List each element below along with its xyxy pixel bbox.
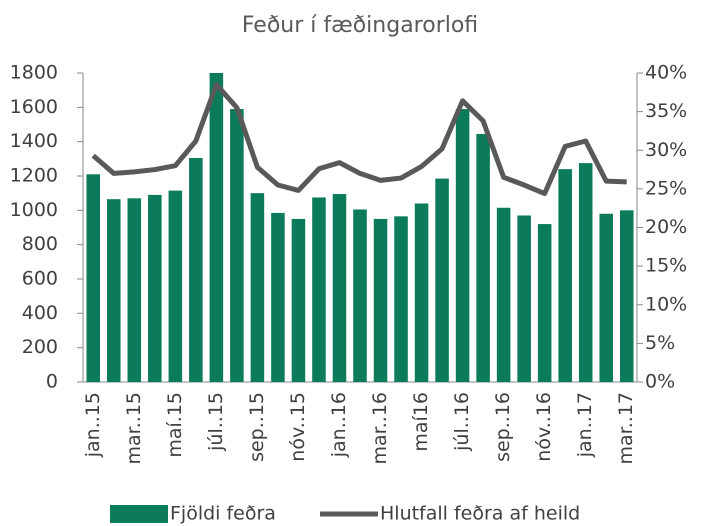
bar [148,194,162,382]
x-tick-label: nóv..16 [533,392,555,462]
bar [476,133,490,382]
bar [578,163,593,382]
bar [537,224,552,382]
bar [373,218,388,382]
y2-tick-label: 15% [645,255,687,277]
y-tick-label: 1600 [10,96,58,118]
legend-swatch [110,505,168,523]
bar [271,212,285,382]
bar [86,174,101,382]
bar [353,209,367,382]
bar [189,157,203,382]
bar [230,109,244,383]
bar [599,213,613,382]
bar [496,207,511,382]
bar [558,169,572,382]
bar [168,190,183,382]
y-tick-label: 0 [46,371,58,393]
x-tick-label: jan..17 [574,392,596,458]
y-tick-label: 1400 [10,130,58,152]
y-tick-label: 800 [22,233,58,255]
x-tick-label: mar..16 [369,392,391,464]
y2-tick-label: 25% [645,177,687,199]
x-tick-label: júl..15 [205,392,227,452]
y2-tick-label: 20% [645,216,687,238]
y-tick-label: 1000 [10,199,58,221]
x-tick-label: mar..17 [615,392,637,464]
x-tick-label: maí.15 [164,392,186,458]
y2-tick-label: 5% [645,332,675,354]
y2-tick-label: 40% [645,62,687,84]
bar [107,199,121,382]
y2-tick-label: 0% [645,371,675,393]
x-tick-label: maí16 [410,392,432,452]
x-tick-label: mar..15 [123,392,145,464]
legend-label: Hlutfall feðra af heild [380,503,580,525]
bar [209,73,224,382]
y-tick-label: 600 [22,268,58,290]
x-tick-label: júl..16 [451,392,473,452]
line [91,82,627,197]
x-tick-label: sep..16 [492,392,514,462]
bar [312,197,326,382]
y-tick-label: 1800 [10,62,58,84]
bar [332,194,347,382]
bar [455,109,470,383]
y-tick-label: 200 [22,336,58,358]
bar [127,198,142,382]
x-tick-label: sep..15 [246,392,268,462]
bar [435,178,449,382]
bar [414,203,429,382]
legend-label: Fjöldi feðra [170,503,276,525]
bar [291,218,306,382]
y2-tick-label: 30% [645,139,687,161]
bar [250,193,265,382]
y-tick-label: 400 [22,302,58,324]
bar [394,216,408,382]
chart-title: Feður í fæðingarorlofi [242,13,478,38]
x-tick-label: nóv..15 [287,392,309,462]
x-tick-label: jan..16 [328,392,350,458]
y2-tick-label: 35% [645,100,687,122]
y-tick-label: 1200 [10,165,58,187]
x-tick-label: jan..15 [82,392,104,458]
y2-tick-label: 10% [645,293,687,315]
bar [517,215,531,382]
bar [619,210,634,382]
